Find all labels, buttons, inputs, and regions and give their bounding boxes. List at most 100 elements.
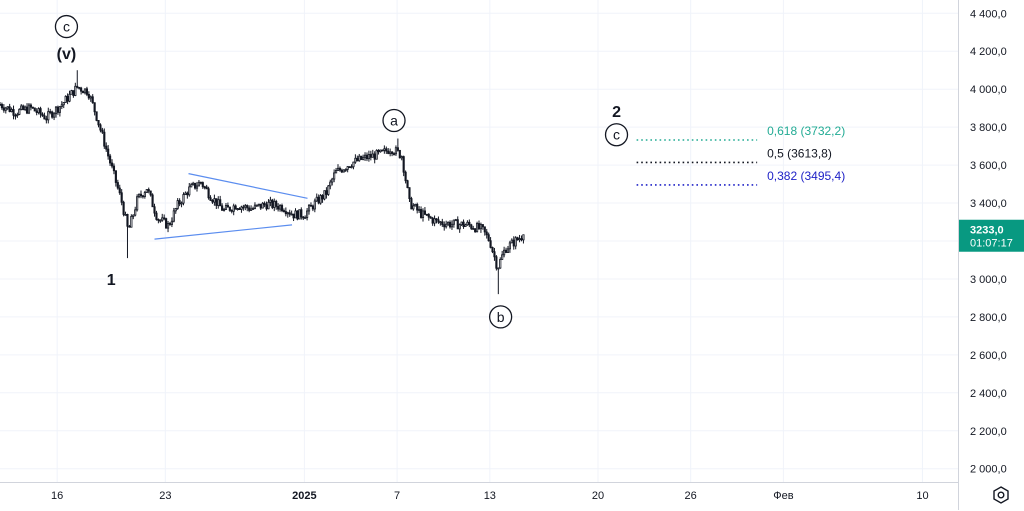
candle-body: [431, 217, 434, 224]
candle-body: [139, 193, 143, 197]
candle-body: [508, 242, 511, 250]
candle-body: [307, 204, 311, 212]
candle-body: [323, 190, 326, 200]
candle-body: [81, 90, 85, 94]
candle-body: [186, 192, 189, 196]
candle-body: [147, 189, 150, 192]
candle-body: [163, 217, 166, 220]
candle-body: [275, 201, 278, 207]
candle-body: [192, 182, 195, 186]
candle-body: [317, 196, 320, 204]
candle-body: [174, 208, 177, 212]
candle-body: [43, 115, 46, 120]
grid: [0, 0, 958, 482]
candle-body: [333, 172, 336, 180]
candle-body: [487, 234, 490, 242]
candle-body: [503, 249, 506, 256]
candle-body: [302, 216, 305, 219]
candle-body: [462, 221, 465, 228]
candle-body: [178, 200, 181, 205]
candle-body: [199, 181, 202, 184]
candle-body: [439, 221, 442, 224]
candle-body: [134, 209, 137, 216]
candle-body: [240, 206, 243, 210]
candle-body: [22, 105, 25, 111]
chart-settings-button[interactable]: [990, 484, 1012, 506]
candle-body: [454, 219, 457, 222]
candle-body: [510, 239, 513, 244]
candle-body: [369, 154, 372, 158]
candle-body: [300, 209, 303, 218]
candle-body: [354, 157, 357, 163]
wave-label-circle: [488, 305, 513, 329]
candle-body: [421, 210, 425, 218]
x-tick-label: 10: [916, 490, 928, 502]
candle-body: [116, 182, 119, 189]
candle-body: [0, 104, 4, 109]
candle-body: [76, 85, 79, 88]
candle-body: [278, 205, 282, 210]
candle-body: [14, 114, 17, 117]
wave-label-circle: [54, 14, 79, 39]
candle-body: [87, 93, 90, 99]
candle-body: [363, 154, 367, 158]
candle-body: [149, 190, 152, 196]
candle-body: [404, 171, 407, 182]
candle-body: [109, 155, 112, 164]
candle-body: [381, 149, 384, 152]
candle-body: [280, 205, 284, 211]
candle-body: [72, 90, 75, 96]
candle-body: [419, 209, 423, 218]
candle-body: [443, 224, 446, 228]
candle-body: [456, 219, 459, 230]
candle-body: [342, 169, 345, 173]
candle-body: [425, 213, 428, 216]
candle-body: [197, 181, 201, 187]
candle-body: [83, 88, 87, 94]
candle-body: [91, 96, 94, 104]
candle-body: [485, 231, 488, 236]
current-price-tag: [959, 219, 1024, 252]
candle-body: [458, 224, 461, 230]
candle-body: [101, 129, 104, 133]
candle-body: [445, 223, 448, 228]
candle-body: [141, 195, 145, 198]
candle-body: [493, 251, 496, 258]
candle-body: [450, 223, 454, 228]
candle-body: [255, 204, 258, 207]
candle-body: [33, 107, 36, 112]
triangle-upper-line: [188, 173, 308, 199]
candle-body: [394, 147, 398, 155]
candle-body: [54, 106, 58, 115]
candle-body: [136, 196, 139, 211]
candle-body: [153, 206, 156, 214]
candle-body: [20, 105, 23, 110]
candle-body: [516, 237, 519, 241]
candle-body: [161, 217, 164, 221]
candle-body: [18, 108, 21, 115]
x-tick-label: 7: [394, 490, 400, 502]
candle-body: [506, 248, 510, 253]
wave-label: (v): [57, 46, 77, 63]
candle-body: [205, 186, 208, 190]
candle-body: [383, 148, 386, 151]
candle-body: [128, 225, 131, 228]
candle-body: [228, 206, 231, 211]
candle-body: [501, 254, 504, 260]
candle-body: [452, 219, 455, 225]
triangle-pattern: [154, 173, 308, 240]
x-tick-label: 13: [484, 490, 496, 502]
y-tick-label: 2 200,0: [970, 426, 1007, 438]
fib-level-label: 0,382 (3495,4): [767, 169, 845, 183]
candle-body: [340, 169, 343, 173]
candle-body: [221, 205, 224, 211]
candle-body: [371, 153, 374, 158]
candle-body: [375, 149, 378, 160]
candle-body: [165, 218, 168, 229]
candle-body: [402, 156, 405, 173]
candle-body: [188, 186, 191, 196]
candle-body: [362, 156, 365, 160]
candle-body: [78, 86, 81, 89]
candle-body: [491, 247, 494, 253]
